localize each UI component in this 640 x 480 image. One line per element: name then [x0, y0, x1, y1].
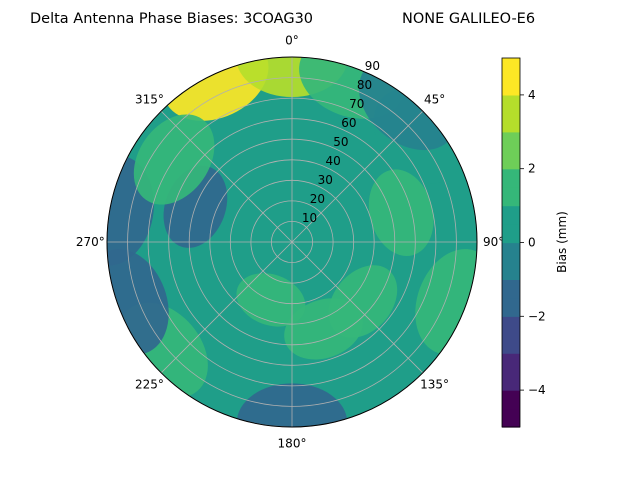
- bias-region: [368, 169, 434, 256]
- angular-tick-label: 180°: [278, 437, 307, 451]
- angular-tick-label: 225°: [135, 378, 164, 392]
- radial-tick-label: 70: [349, 97, 364, 111]
- colorbar-ticks: −4 −2 0 2 4: [520, 88, 546, 397]
- colorbar-tick-label: 0: [528, 236, 536, 250]
- colorbar: −4 −2 0 2 4 Bias (mm): [501, 57, 569, 428]
- colorbar-tick-label: −4: [528, 383, 546, 397]
- colorbar-band: [502, 113, 520, 133]
- radial-tick-label: 10: [302, 211, 317, 225]
- angular-gridline: [291, 241, 424, 374]
- colorbar-band: [502, 205, 520, 225]
- colorbar-band: [502, 76, 520, 96]
- colorbar-band: [502, 371, 520, 391]
- polar-frame: [106, 56, 478, 428]
- colorbar-band: [502, 242, 520, 262]
- colorbar-band: [502, 316, 520, 336]
- colorbar-band: [502, 168, 520, 188]
- bias-region: [162, 57, 269, 121]
- colorbar-bands: [502, 58, 520, 428]
- angular-gridline: [160, 110, 293, 243]
- colorbar-band: [502, 353, 520, 373]
- colorbar-band: [502, 334, 520, 354]
- chart-title-left: Delta Antenna Phase Biases: 3COAG30: [30, 11, 313, 27]
- colorbar-label: Bias (mm): [555, 211, 569, 273]
- radial-tick-label: 60: [341, 116, 356, 130]
- angular-tick-label: 45°: [424, 92, 445, 106]
- colorbar-band: [502, 279, 520, 299]
- angular-tick-label: 270°: [76, 235, 105, 249]
- angular-gridline: [291, 110, 424, 243]
- colorbar-band: [502, 297, 520, 317]
- colorbar-band: [502, 150, 520, 170]
- radial-tick-label: 30: [318, 173, 333, 187]
- radial-tick-label: 80: [357, 78, 372, 92]
- radial-tick-label: 50: [333, 135, 348, 149]
- colorbar-band: [502, 408, 520, 428]
- angular-tick-label: 0°: [285, 33, 299, 47]
- angular-gridline: [160, 241, 293, 374]
- radial-tick-label: 90: [365, 59, 380, 73]
- polar-grid: [106, 56, 478, 428]
- angular-tick-label: 135°: [420, 378, 449, 392]
- colorbar-tick-label: 2: [528, 162, 536, 176]
- colorbar-tick-label: 4: [528, 88, 536, 102]
- angular-tick-label: 315°: [135, 92, 164, 106]
- bias-region: [107, 155, 154, 266]
- colorbar-band: [502, 224, 520, 244]
- colorbar-band: [502, 390, 520, 410]
- radial-tick-labels: 10 20 30 40 50 60 70 80 90: [302, 59, 380, 225]
- polar-plot: 0° 45° 90° 135° 180° 225° 270° 315° 10 20 30 40 50 6…: [76, 33, 504, 450]
- colorbar-band: [502, 260, 520, 280]
- angular-tick-label: 90°: [483, 235, 504, 249]
- colorbar-band: [502, 187, 520, 207]
- radial-tick-label: 20: [310, 192, 325, 206]
- colorbar-band: [502, 131, 520, 151]
- colorbar-tick-label: −2: [528, 309, 546, 323]
- colorbar-band: [502, 94, 520, 114]
- radial-tick-label: 40: [326, 154, 341, 168]
- colorbar-band: [502, 58, 520, 78]
- angular-tick-labels: 0° 45° 90° 135° 180° 225° 270° 315°: [76, 33, 504, 450]
- bias-field: [107, 57, 477, 427]
- chart-title-right: NONE GALILEO-E6: [402, 11, 535, 27]
